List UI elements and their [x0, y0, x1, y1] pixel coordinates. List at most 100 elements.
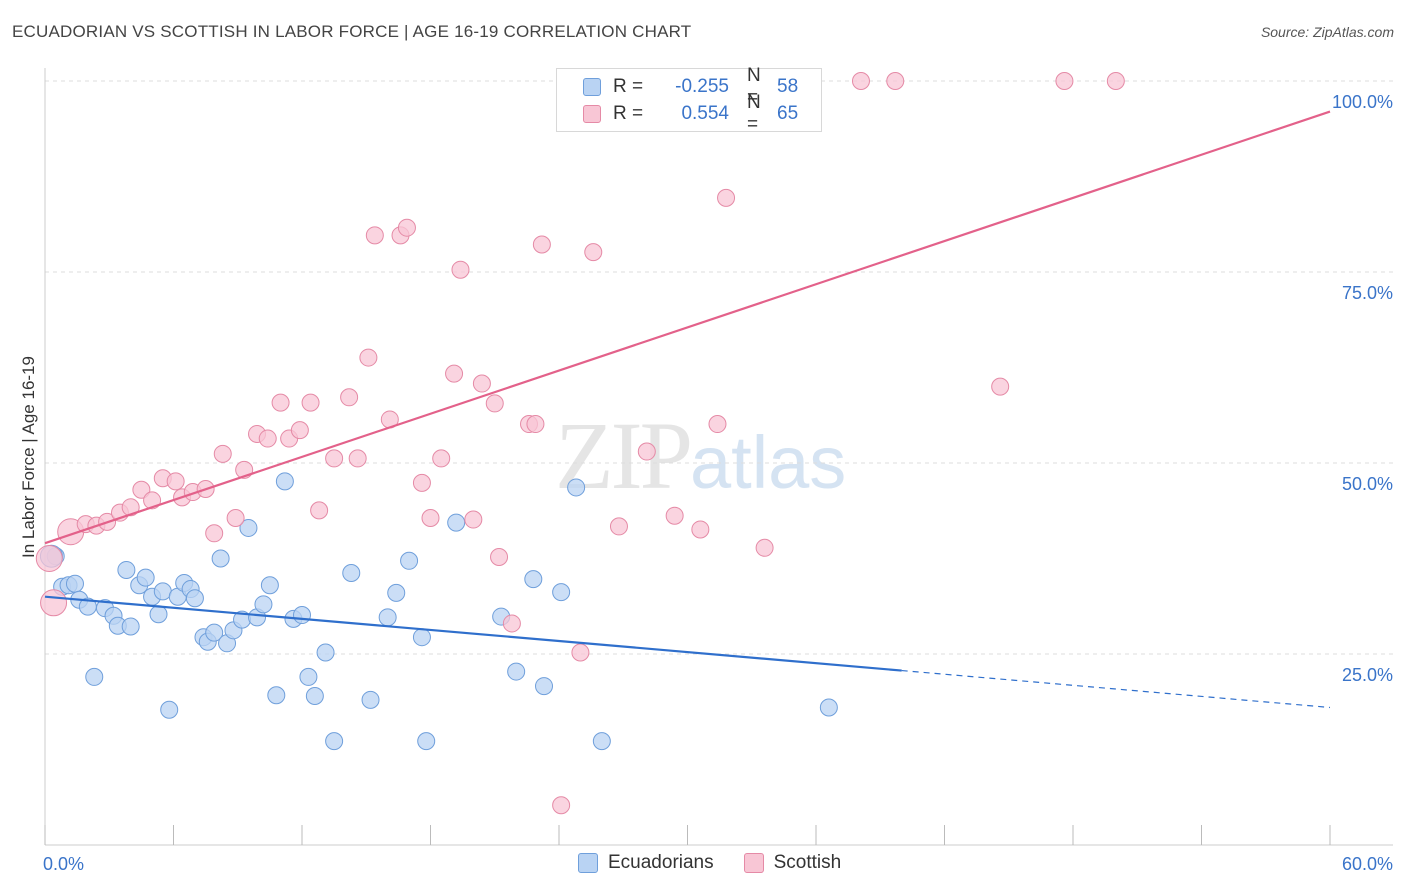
y-tick-label: 100.0% — [1332, 92, 1393, 112]
point-scottish — [526, 415, 545, 434]
point-scottish — [432, 449, 451, 468]
series-legend-ecuadorians[interactable]: Ecuadorians — [578, 852, 714, 874]
point-scottish — [571, 643, 590, 662]
series-legend-scottish[interactable]: Scottish — [743, 852, 842, 874]
point-scottish — [412, 473, 431, 492]
point-scottish — [132, 480, 151, 499]
point-ecuadorians — [361, 690, 380, 709]
point-ecuadorians — [342, 564, 361, 583]
point-scottish — [359, 348, 378, 367]
series-legend-label: Scottish — [773, 852, 842, 873]
point-scottish — [271, 393, 290, 412]
point-ecuadorians — [254, 595, 273, 614]
point-ecuadorians — [205, 623, 224, 642]
point-scottish — [40, 589, 68, 617]
point-scottish — [1106, 72, 1125, 90]
x-tick-label: 0.0% — [43, 854, 84, 874]
point-scottish — [717, 188, 736, 207]
legend-n-label: N = — [747, 92, 761, 135]
point-scottish — [502, 614, 521, 633]
point-ecuadorians — [260, 576, 279, 595]
point-ecuadorians — [567, 478, 586, 497]
point-scottish — [35, 545, 63, 572]
series-legend: Ecuadorians Scottish — [578, 852, 871, 874]
legend-n-label: N = — [747, 65, 761, 108]
point-ecuadorians — [316, 643, 335, 662]
y-tick-label: 25.0% — [1342, 665, 1393, 685]
point-scottish — [325, 449, 344, 468]
legend-swatch-pink — [743, 853, 764, 873]
point-scottish — [340, 388, 359, 407]
point-scottish — [886, 72, 905, 90]
point-ecuadorians — [552, 583, 571, 602]
chart-title: ECUADORIAN VS SCOTTISH IN LABOR FORCE | … — [12, 22, 692, 41]
point-ecuadorians — [535, 677, 554, 696]
point-scottish — [665, 506, 684, 525]
legend-swatch-blue — [578, 853, 598, 873]
point-ecuadorians — [211, 549, 230, 568]
y-tick-label: 75.0% — [1342, 283, 1393, 303]
point-ecuadorians — [412, 628, 431, 647]
legend-r-value: 0.554 — [681, 103, 729, 124]
point-ecuadorians — [325, 732, 344, 751]
point-scottish — [991, 377, 1010, 396]
point-ecuadorians — [275, 472, 294, 491]
legend-r-value: -0.255 — [675, 76, 729, 97]
point-scottish — [451, 260, 470, 279]
point-scottish — [166, 472, 185, 491]
point-ecuadorians — [65, 574, 84, 593]
point-scottish — [472, 374, 491, 393]
point-scottish — [532, 235, 551, 254]
point-scottish — [226, 509, 245, 528]
legend-row-scottish: R = 0.554 N = 65 — [583, 92, 799, 135]
point-ecuadorians — [305, 687, 324, 706]
x-tick-label: 60.0% — [1342, 854, 1393, 874]
point-ecuadorians — [447, 513, 466, 532]
stats-legend: R = -0.255 N = 58 R = 0.554 N = 65 — [556, 65, 822, 135]
point-ecuadorians — [153, 582, 172, 601]
point-ecuadorians — [293, 606, 311, 625]
legend-row-ecuadorians: R = -0.255 N = 58 — [583, 65, 799, 108]
point-scottish — [552, 796, 571, 815]
legend-n-value: 58 — [777, 76, 799, 97]
trendline-scottish — [44, 110, 1331, 545]
legend-swatch-pink — [583, 105, 601, 123]
point-scottish — [609, 517, 628, 536]
point-scottish — [851, 72, 870, 90]
point-scottish — [637, 442, 656, 461]
point-scottish — [584, 243, 603, 262]
point-ecuadorians — [239, 518, 258, 537]
point-ecuadorians — [592, 732, 611, 751]
point-ecuadorians — [299, 667, 318, 686]
point-ecuadorians — [117, 560, 136, 579]
point-scottish — [310, 501, 329, 520]
point-ecuadorians — [524, 570, 543, 589]
point-scottish — [290, 421, 309, 440]
point-ecuadorians — [507, 662, 526, 681]
point-scottish — [445, 364, 464, 383]
point-scottish — [755, 538, 774, 557]
legend-r-label: R = — [613, 76, 644, 97]
trendline-ecuadorians — [44, 595, 902, 672]
legend-r-label: R = — [613, 103, 644, 124]
trendline-ecuadorians-projection — [901, 669, 1331, 709]
point-scottish — [490, 547, 509, 566]
point-scottish — [205, 524, 224, 543]
point-ecuadorians — [85, 667, 104, 686]
y-axis-title: In Labor Force | Age 16-19 — [19, 356, 38, 558]
point-ecuadorians — [417, 732, 436, 751]
point-scottish — [708, 415, 727, 434]
point-ecuadorians — [149, 605, 168, 624]
point-ecuadorians — [387, 583, 406, 602]
legend-swatch-blue — [583, 78, 601, 96]
point-scottish — [397, 218, 416, 237]
point-ecuadorians — [136, 568, 155, 587]
point-scottish — [213, 444, 232, 463]
source-credit: Source: ZipAtlas.com — [1260, 24, 1394, 40]
legend-n-value: 65 — [777, 103, 799, 124]
point-ecuadorians — [378, 608, 397, 627]
point-scottish — [691, 520, 710, 539]
point-scottish — [421, 509, 440, 528]
point-scottish — [121, 498, 140, 517]
